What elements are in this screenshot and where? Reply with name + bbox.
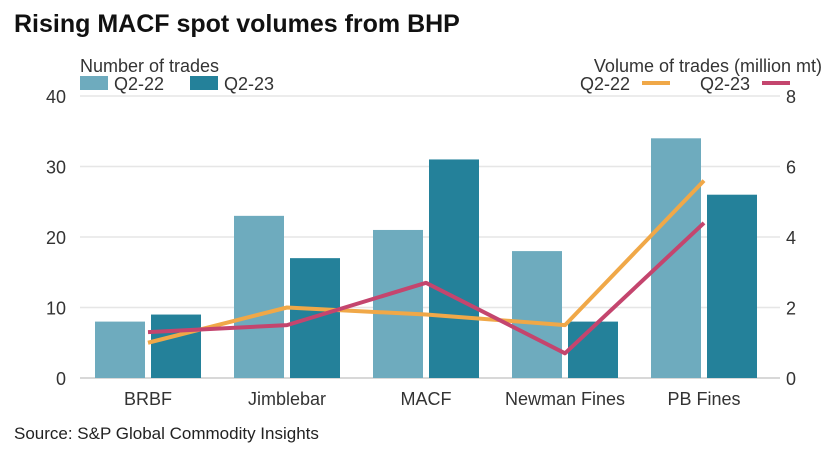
right-tick-label: 6 — [786, 158, 796, 178]
legend-swatch-bar — [80, 76, 108, 90]
chart-title: Rising MACF spot volumes from BHP — [14, 10, 460, 38]
left-tick-label: 10 — [46, 299, 66, 319]
legend-label-bar: Q2-23 — [224, 74, 274, 94]
legend-label-line: Q2-23 — [700, 74, 750, 94]
line-q2-22 — [147, 179, 706, 345]
bar-q2-23 — [568, 321, 618, 378]
bar-q2-23 — [429, 159, 479, 378]
left-tick-label: 40 — [46, 87, 66, 107]
left-tick-label: 0 — [56, 369, 66, 389]
category-label: MACF — [401, 389, 452, 409]
bar-q2-22 — [373, 229, 423, 378]
line-q2-23 — [147, 221, 706, 356]
legend-label-line: Q2-22 — [580, 74, 630, 94]
category-label: BRBF — [124, 389, 172, 409]
left-tick-label: 30 — [46, 158, 66, 178]
right-tick-label: 2 — [786, 299, 796, 319]
category-label: Newman Fines — [505, 389, 625, 409]
source-note: Source: S&P Global Commodity Insights — [14, 424, 319, 443]
right-axis-label: Volume of trades (million mt) — [594, 56, 822, 76]
legend-label-bar: Q2-22 — [114, 74, 164, 94]
bar-q2-22 — [512, 251, 562, 378]
bar-q2-22 — [234, 215, 284, 378]
left-tick-label: 20 — [46, 228, 66, 248]
left-axis-label: Number of trades — [80, 56, 219, 76]
right-tick-label: 4 — [786, 228, 796, 248]
bar-q2-23 — [151, 314, 201, 378]
bar-q2-23 — [707, 194, 757, 378]
category-label: PB Fines — [667, 389, 740, 409]
bar-q2-22 — [651, 138, 701, 378]
right-tick-label: 0 — [786, 369, 796, 389]
legend-swatch-bar — [190, 76, 218, 90]
bar-q2-22 — [95, 321, 145, 378]
category-label: Jimblebar — [248, 389, 326, 409]
right-tick-label: 8 — [786, 87, 796, 107]
